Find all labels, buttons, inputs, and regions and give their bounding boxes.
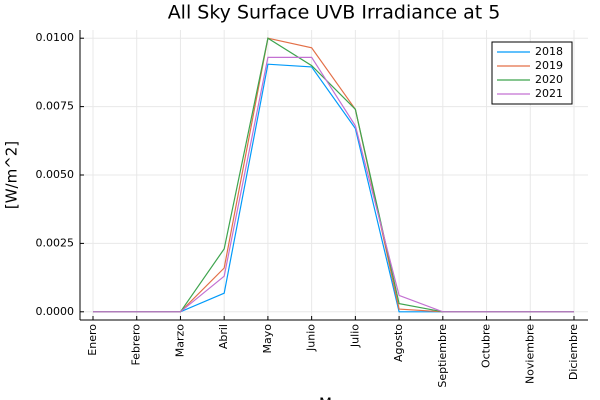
x-tick-label: Abril <box>217 324 230 349</box>
y-tick-label: 0.0050 <box>36 168 75 181</box>
x-tick-label: Junio <box>305 324 318 352</box>
chart-title: All Sky Surface UVB Irradiance at 5 <box>168 2 501 24</box>
legend-label: 2019 <box>535 59 563 72</box>
x-tick-label: Febrero <box>130 324 143 366</box>
legend-label: 2020 <box>535 73 563 86</box>
x-tick-label: Julio <box>348 324 361 348</box>
x-tick-label: Mayo <box>261 324 274 354</box>
x-tick-label: Diciembre <box>567 324 580 380</box>
y-tick-label: 0.0075 <box>36 100 75 113</box>
x-tick-label: Noviembre <box>523 324 536 384</box>
y-axis-label: [W/m^2] <box>3 141 21 209</box>
x-tick-label: Octubre <box>480 324 493 368</box>
series-line <box>93 56 574 313</box>
x-axis-label: Mes <box>319 395 349 400</box>
y-tick-label: 0.0000 <box>36 305 75 318</box>
x-tick-label: Agosto <box>392 324 405 362</box>
legend-label: 2021 <box>535 87 563 100</box>
x-tick-label: Septiembre <box>436 324 449 388</box>
x-tick-label: Marzo <box>173 324 186 358</box>
y-tick-label: 0.0025 <box>36 236 75 249</box>
x-tick-label: Enero <box>86 324 99 356</box>
legend-label: 2018 <box>535 45 563 58</box>
y-tick-label: 0.0100 <box>36 31 75 44</box>
